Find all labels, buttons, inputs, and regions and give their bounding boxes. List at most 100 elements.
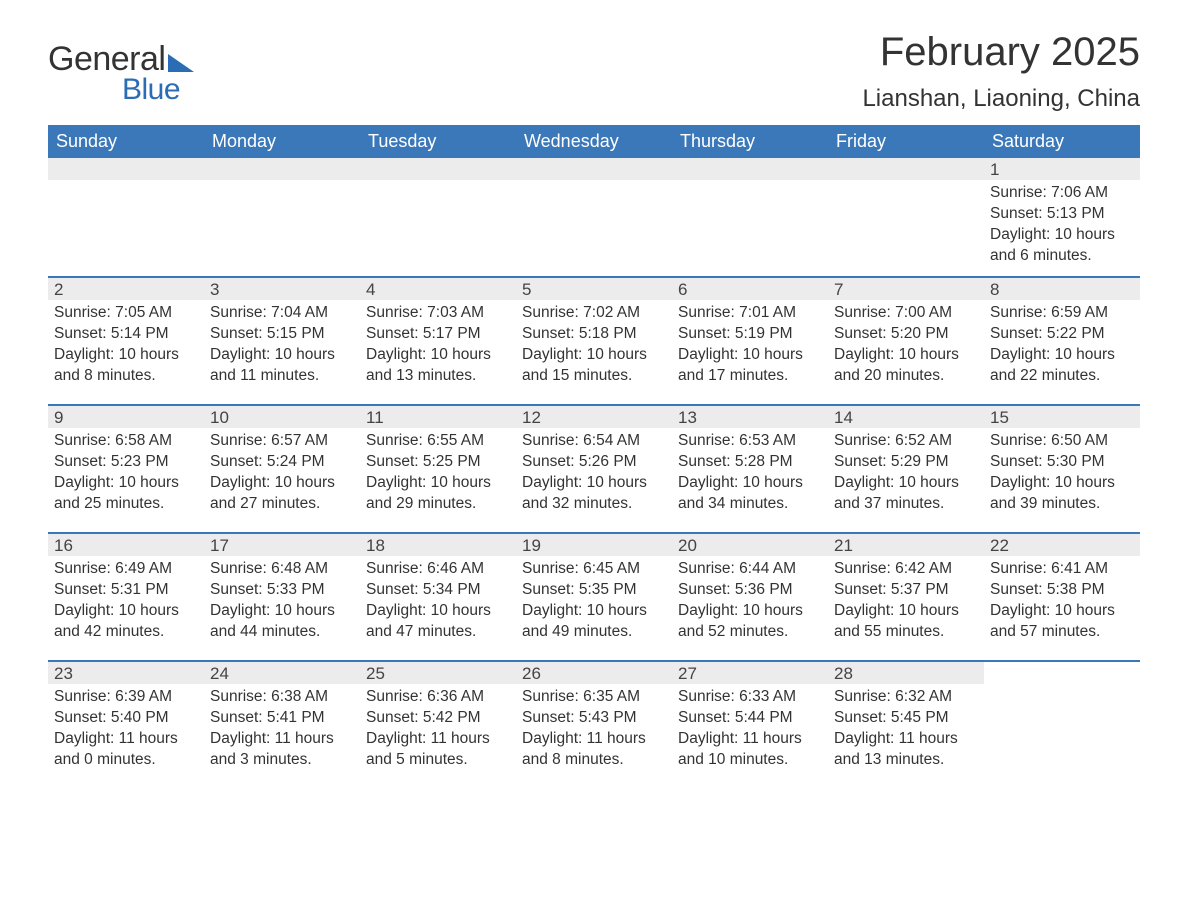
sunset-line: Sunset: 5:30 PM (990, 452, 1134, 473)
calendar-day-empty (828, 158, 984, 276)
brand-logo: General Blue (48, 40, 194, 107)
day-number: 5 (516, 278, 672, 300)
sunset-line: Sunset: 5:43 PM (522, 708, 666, 729)
daylight-line: Daylight: 10 hours and 55 minutes. (834, 601, 978, 643)
daylight-line: Daylight: 10 hours and 25 minutes. (54, 473, 198, 515)
sunrise-line: Sunrise: 7:02 AM (522, 303, 666, 324)
day-number: 15 (984, 406, 1140, 428)
sunrise-line: Sunrise: 6:41 AM (990, 559, 1134, 580)
calendar-day: 25Sunrise: 6:36 AMSunset: 5:42 PMDayligh… (360, 662, 516, 788)
calendar-day-empty (672, 158, 828, 276)
sunrise-line: Sunrise: 7:00 AM (834, 303, 978, 324)
day-number: 2 (48, 278, 204, 300)
sunset-line: Sunset: 5:18 PM (522, 324, 666, 345)
calendar-week: 1Sunrise: 7:06 AMSunset: 5:13 PMDaylight… (48, 158, 1140, 276)
sunset-line: Sunset: 5:20 PM (834, 324, 978, 345)
calendar-day: 26Sunrise: 6:35 AMSunset: 5:43 PMDayligh… (516, 662, 672, 788)
sunrise-line: Sunrise: 6:53 AM (678, 431, 822, 452)
calendar-week: 9Sunrise: 6:58 AMSunset: 5:23 PMDaylight… (48, 404, 1140, 532)
sunset-line: Sunset: 5:35 PM (522, 580, 666, 601)
day-number: 4 (360, 278, 516, 300)
daylight-line: Daylight: 10 hours and 44 minutes. (210, 601, 354, 643)
daylight-line: Daylight: 10 hours and 15 minutes. (522, 345, 666, 387)
calendar-day: 20Sunrise: 6:44 AMSunset: 5:36 PMDayligh… (672, 534, 828, 660)
sunrise-line: Sunrise: 6:50 AM (990, 431, 1134, 452)
sunset-line: Sunset: 5:29 PM (834, 452, 978, 473)
daylight-line: Daylight: 10 hours and 57 minutes. (990, 601, 1134, 643)
sunset-line: Sunset: 5:22 PM (990, 324, 1134, 345)
day-details: Sunrise: 7:04 AMSunset: 5:15 PMDaylight:… (204, 300, 360, 393)
day-number: 22 (984, 534, 1140, 556)
sunset-line: Sunset: 5:25 PM (366, 452, 510, 473)
daylight-line: Daylight: 10 hours and 34 minutes. (678, 473, 822, 515)
day-details: Sunrise: 7:06 AMSunset: 5:13 PMDaylight:… (984, 180, 1140, 273)
sunset-line: Sunset: 5:41 PM (210, 708, 354, 729)
day-number: 19 (516, 534, 672, 556)
sunrise-line: Sunrise: 6:42 AM (834, 559, 978, 580)
day-number: 10 (204, 406, 360, 428)
daylight-line: Daylight: 10 hours and 42 minutes. (54, 601, 198, 643)
sunrise-line: Sunrise: 6:49 AM (54, 559, 198, 580)
calendar-day-empty (516, 158, 672, 276)
sunrise-line: Sunrise: 6:54 AM (522, 431, 666, 452)
sunset-line: Sunset: 5:36 PM (678, 580, 822, 601)
day-number: 20 (672, 534, 828, 556)
calendar-day: 2Sunrise: 7:05 AMSunset: 5:14 PMDaylight… (48, 278, 204, 404)
sunrise-line: Sunrise: 6:36 AM (366, 687, 510, 708)
day-number (204, 158, 360, 180)
sunrise-line: Sunrise: 6:58 AM (54, 431, 198, 452)
calendar-day: 7Sunrise: 7:00 AMSunset: 5:20 PMDaylight… (828, 278, 984, 404)
day-number (48, 158, 204, 180)
day-details: Sunrise: 6:36 AMSunset: 5:42 PMDaylight:… (360, 684, 516, 777)
brand-word-2: Blue (122, 73, 180, 107)
sunset-line: Sunset: 5:34 PM (366, 580, 510, 601)
sunset-line: Sunset: 5:26 PM (522, 452, 666, 473)
weekday-header: Tuesday (360, 125, 516, 158)
sunset-line: Sunset: 5:31 PM (54, 580, 198, 601)
brand-triangle-icon (168, 54, 194, 72)
day-details: Sunrise: 7:01 AMSunset: 5:19 PMDaylight:… (672, 300, 828, 393)
sunrise-line: Sunrise: 6:48 AM (210, 559, 354, 580)
day-number: 8 (984, 278, 1140, 300)
day-number (828, 158, 984, 180)
calendar-day: 28Sunrise: 6:32 AMSunset: 5:45 PMDayligh… (828, 662, 984, 788)
calendar-day: 11Sunrise: 6:55 AMSunset: 5:25 PMDayligh… (360, 406, 516, 532)
day-details: Sunrise: 6:54 AMSunset: 5:26 PMDaylight:… (516, 428, 672, 521)
day-number: 25 (360, 662, 516, 684)
daylight-line: Daylight: 11 hours and 0 minutes. (54, 729, 198, 771)
calendar-body: 1Sunrise: 7:06 AMSunset: 5:13 PMDaylight… (48, 158, 1140, 788)
daylight-line: Daylight: 11 hours and 3 minutes. (210, 729, 354, 771)
daylight-line: Daylight: 10 hours and 8 minutes. (54, 345, 198, 387)
day-number: 21 (828, 534, 984, 556)
sunrise-line: Sunrise: 7:01 AM (678, 303, 822, 324)
day-number: 14 (828, 406, 984, 428)
day-details: Sunrise: 6:59 AMSunset: 5:22 PMDaylight:… (984, 300, 1140, 393)
day-details: Sunrise: 6:55 AMSunset: 5:25 PMDaylight:… (360, 428, 516, 521)
sunrise-line: Sunrise: 6:52 AM (834, 431, 978, 452)
sunset-line: Sunset: 5:15 PM (210, 324, 354, 345)
day-details: Sunrise: 6:50 AMSunset: 5:30 PMDaylight:… (984, 428, 1140, 521)
daylight-line: Daylight: 10 hours and 39 minutes. (990, 473, 1134, 515)
weekday-header: Thursday (672, 125, 828, 158)
day-number: 1 (984, 158, 1140, 180)
day-number: 9 (48, 406, 204, 428)
day-details: Sunrise: 6:33 AMSunset: 5:44 PMDaylight:… (672, 684, 828, 777)
calendar-day: 19Sunrise: 6:45 AMSunset: 5:35 PMDayligh… (516, 534, 672, 660)
weekday-header: Friday (828, 125, 984, 158)
calendar-day-empty (360, 158, 516, 276)
daylight-line: Daylight: 10 hours and 13 minutes. (366, 345, 510, 387)
daylight-line: Daylight: 10 hours and 20 minutes. (834, 345, 978, 387)
day-details: Sunrise: 6:39 AMSunset: 5:40 PMDaylight:… (48, 684, 204, 777)
daylight-line: Daylight: 11 hours and 8 minutes. (522, 729, 666, 771)
sunrise-line: Sunrise: 6:45 AM (522, 559, 666, 580)
daylight-line: Daylight: 10 hours and 32 minutes. (522, 473, 666, 515)
day-number: 12 (516, 406, 672, 428)
daylight-line: Daylight: 11 hours and 13 minutes. (834, 729, 978, 771)
calendar-day: 4Sunrise: 7:03 AMSunset: 5:17 PMDaylight… (360, 278, 516, 404)
sunrise-line: Sunrise: 7:04 AM (210, 303, 354, 324)
daylight-line: Daylight: 11 hours and 10 minutes. (678, 729, 822, 771)
calendar-day: 23Sunrise: 6:39 AMSunset: 5:40 PMDayligh… (48, 662, 204, 788)
sunset-line: Sunset: 5:40 PM (54, 708, 198, 729)
sunset-line: Sunset: 5:38 PM (990, 580, 1134, 601)
calendar-day: 9Sunrise: 6:58 AMSunset: 5:23 PMDaylight… (48, 406, 204, 532)
